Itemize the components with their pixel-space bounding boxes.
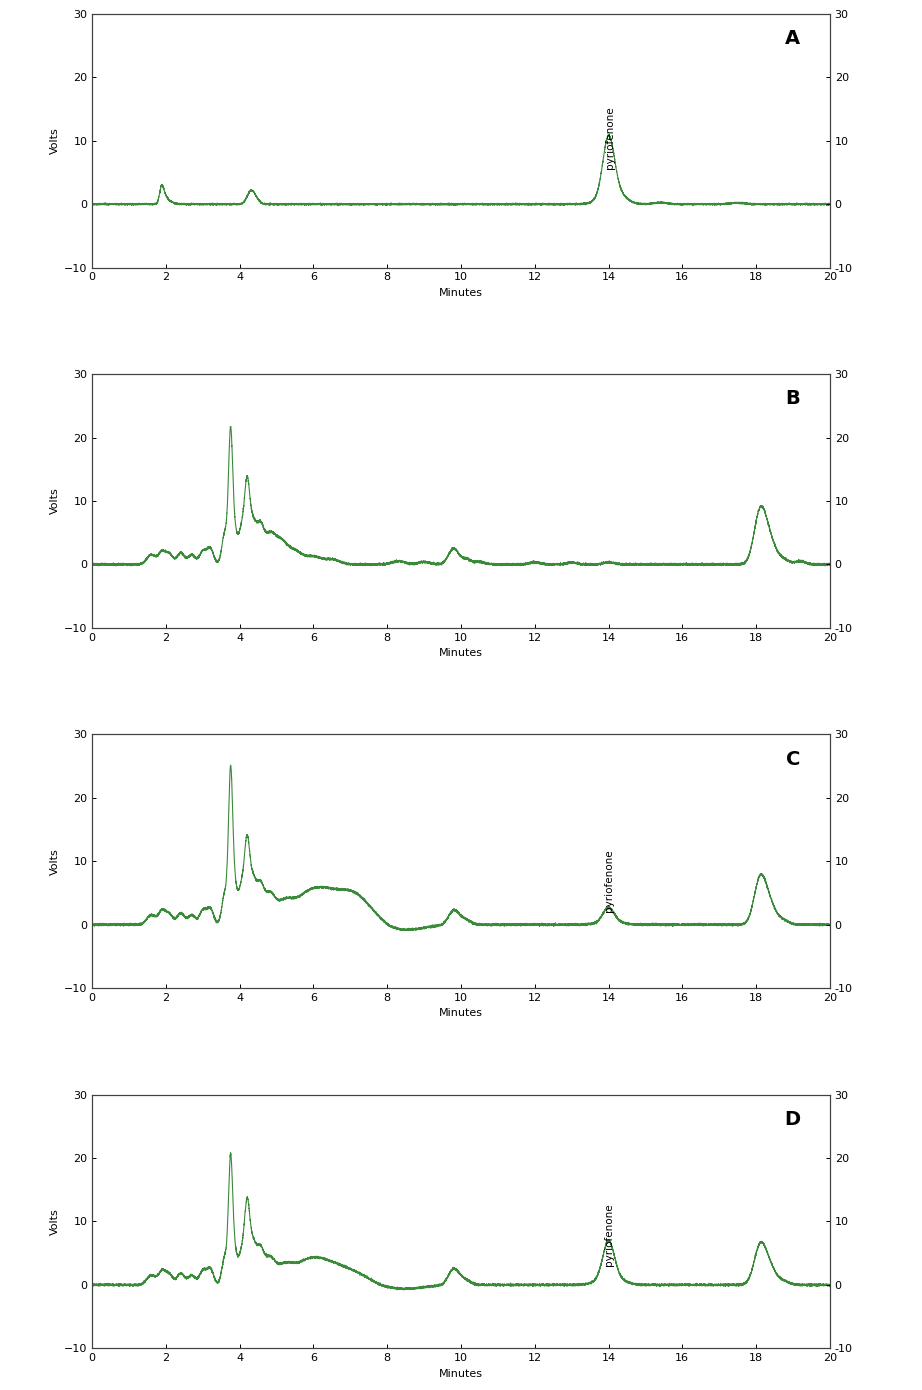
Text: D: D	[785, 1109, 800, 1129]
Text: pyriofenone: pyriofenone	[604, 849, 613, 912]
X-axis label: Minutes: Minutes	[439, 1009, 483, 1019]
Text: C: C	[786, 749, 800, 769]
Y-axis label: Volts: Volts	[50, 488, 60, 514]
Y-axis label: Volts: Volts	[50, 128, 60, 154]
Text: A: A	[786, 29, 800, 49]
Text: pyriofenone: pyriofenone	[604, 1204, 613, 1266]
X-axis label: Minutes: Minutes	[439, 288, 483, 297]
Y-axis label: Volts: Volts	[50, 1208, 60, 1234]
Y-axis label: Volts: Volts	[50, 848, 60, 874]
Text: pyriofenone: pyriofenone	[606, 107, 615, 170]
Text: B: B	[786, 389, 800, 409]
X-axis label: Minutes: Minutes	[439, 648, 483, 659]
X-axis label: Minutes: Minutes	[439, 1369, 483, 1379]
